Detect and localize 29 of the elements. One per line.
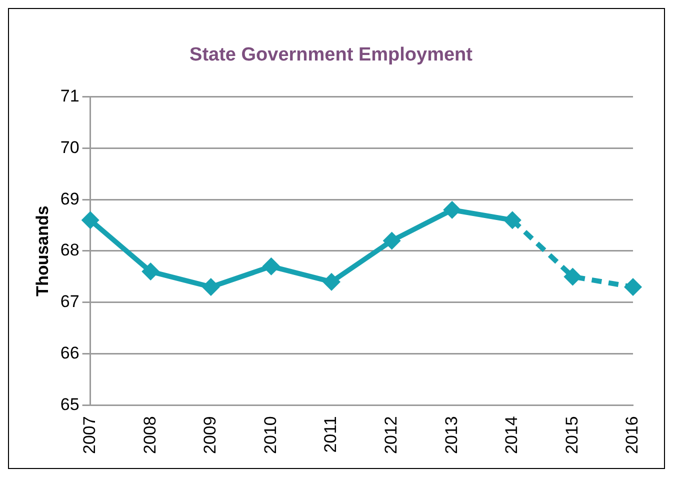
y-tick-label: 65 xyxy=(60,394,80,414)
y-tick-label: 66 xyxy=(60,343,80,362)
x-tick-label: 2011 xyxy=(321,416,340,453)
point xyxy=(142,262,160,281)
point xyxy=(564,268,582,286)
point xyxy=(322,272,341,291)
point xyxy=(443,200,462,219)
point xyxy=(81,211,100,230)
point xyxy=(202,278,220,296)
y-tick-label: 67 xyxy=(60,292,80,312)
y-tick-label: 68 xyxy=(60,240,80,260)
x-tick-label: 2008 xyxy=(140,416,160,454)
x-tick-label: 2015 xyxy=(562,416,582,454)
y-tick-label: 70 xyxy=(60,138,80,157)
point xyxy=(382,232,401,250)
x-tick-label: 2007 xyxy=(80,416,99,454)
x-tick-label: 2009 xyxy=(200,416,220,454)
x-tick-label: 2014 xyxy=(502,416,522,454)
x-tick-label: 2016 xyxy=(622,416,642,454)
point xyxy=(262,257,280,276)
x-tick-label: 2010 xyxy=(260,416,280,454)
point xyxy=(503,211,522,230)
point xyxy=(624,278,642,296)
y-tick-label: 71 xyxy=(60,86,80,106)
y-tick-label: 69 xyxy=(60,189,80,208)
chart-title: State Government Employment xyxy=(190,44,474,66)
x-tick-label: 2013 xyxy=(442,416,461,454)
y-axis-title: Thousands xyxy=(32,206,52,296)
x-tick-label: 2012 xyxy=(381,416,400,454)
